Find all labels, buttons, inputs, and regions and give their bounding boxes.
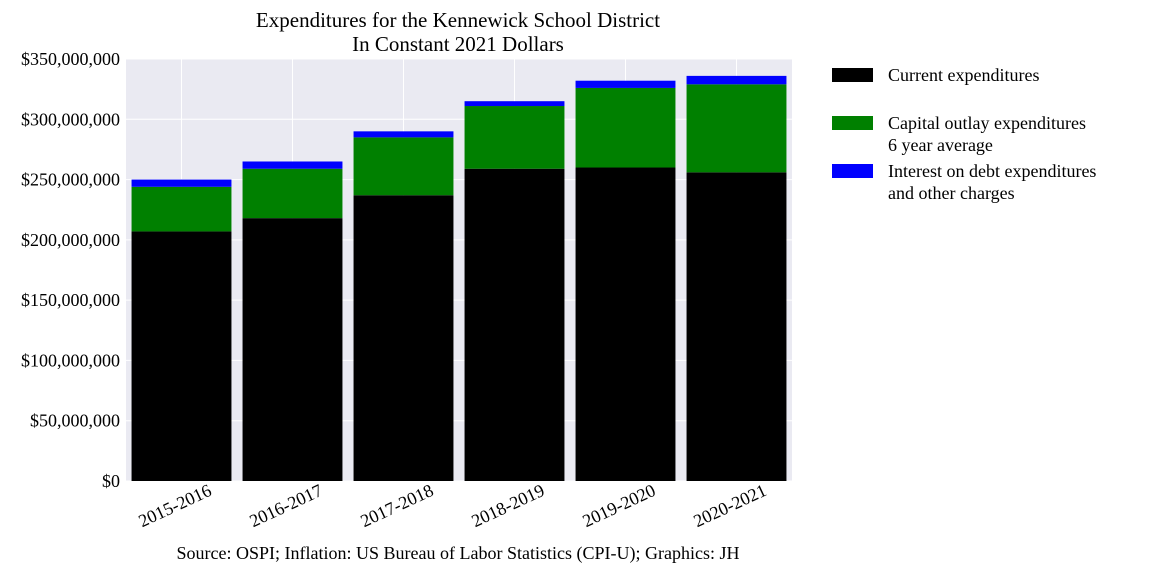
x-tick-label: 2017-2018 [357,480,436,531]
bar-capital-2016-2017 [242,168,343,219]
legend-swatch-capital [832,116,873,130]
legend-label-interest: Interest on debt expenditures and other … [888,161,1097,203]
bar-interest-2019-2020 [575,80,676,88]
y-tick-label: $50,000,000 [30,411,120,431]
bar-capital-2017-2018 [353,137,454,196]
y-tick-label: $300,000,000 [21,109,120,129]
legend-item-interest: Interest on debt expenditures and other … [832,160,1142,208]
bar-interest-2016-2017 [242,161,343,169]
y-tick-label: $250,000,000 [21,170,120,190]
x-tick-label: 2019-2020 [579,480,658,531]
bar-current-2018-2019 [464,168,565,481]
legend-swatch-interest [832,164,873,178]
bar-interest-2017-2018 [353,131,454,138]
legend-label-current: Current expenditures [888,65,1040,85]
chart-title-block: Expenditures for the Kennewick School Di… [0,8,916,56]
legend-item-capital: Capital outlay expenditures 6 year avera… [832,112,1142,160]
y-tick-label: $200,000,000 [21,230,120,250]
y-tick-label: $100,000,000 [21,350,120,370]
bar-capital-2018-2019 [464,106,565,169]
bar-capital-2020-2021 [686,84,787,173]
bar-current-2017-2018 [353,195,454,481]
bar-capital-2015-2016 [131,186,232,232]
bar-interest-2015-2016 [131,179,232,187]
bar-capital-2019-2020 [575,87,676,168]
bar-current-2015-2016 [131,231,232,481]
bar-interest-2020-2021 [686,75,787,85]
bar-current-2019-2020 [575,167,676,481]
x-tick-label: 2018-2019 [468,480,547,531]
legend-item-current: Current expenditures [832,64,1142,112]
bar-current-2016-2017 [242,218,343,481]
y-tick-label: $350,000,000 [21,49,120,69]
legend: Current expenditures Capital outlay expe… [832,64,1142,208]
chart-title: Expenditures for the Kennewick School Di… [255,8,661,32]
plot-background [126,59,792,481]
chart-subtitle: In Constant 2021 Dollars [352,32,564,56]
y-tick-label: $150,000,000 [21,290,120,310]
x-tick-label: 2015-2016 [135,480,214,531]
legend-swatch-current [832,68,873,82]
x-tick-label: 2016-2017 [246,480,325,531]
source-note: Source: OSPI; Inflation: US Bureau of La… [176,543,740,563]
x-tick-label: 2020-2021 [690,480,769,531]
legend-label-capital: Capital outlay expenditures 6 year avera… [888,113,1086,155]
bar-current-2020-2021 [686,172,787,481]
bar-interest-2018-2019 [464,101,565,107]
y-tick-label: $0 [102,471,120,491]
